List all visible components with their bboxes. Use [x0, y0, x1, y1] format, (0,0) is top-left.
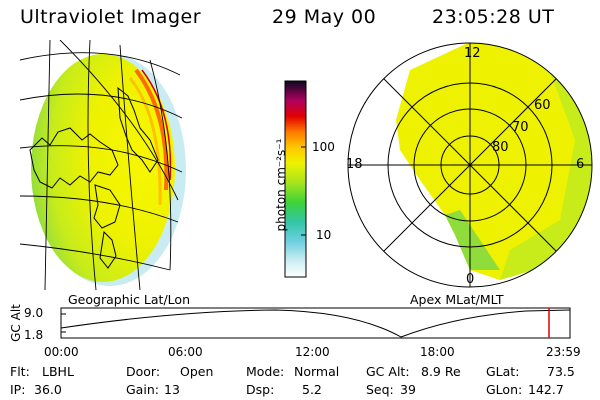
geo-grid: [20, 40, 183, 290]
earth-disc: [31, 54, 175, 282]
colorbar-tick-100: 100: [312, 140, 335, 154]
coastlines: [29, 86, 159, 269]
right-panel-caption: Apex MLat/MLT: [410, 292, 504, 307]
status-flt-value: LBHL: [42, 364, 74, 379]
polar-grid: [347, 42, 593, 288]
status-seq-value: 39: [400, 382, 416, 397]
status-gcalt-key: GC Alt:: [366, 364, 410, 379]
timeline-x-tick-2359: 23:59: [546, 345, 581, 359]
timeline-x-tick-0000: 00:00: [44, 345, 79, 359]
status-mode-key: Mode:: [246, 364, 285, 379]
status-door-key: Door:: [126, 364, 161, 379]
lat-ring-label-70: 70: [512, 120, 529, 135]
lat-ring-label-80: 80: [492, 140, 509, 155]
status-door-value: Open: [180, 364, 214, 379]
mlt-label-6: 6: [576, 157, 585, 172]
lat-ring-label-60: 60: [534, 98, 551, 113]
status-glon-key: GLon:: [486, 382, 523, 397]
timeline-x-tick-1200: 12:00: [295, 345, 330, 359]
status-glat-key: GLat:: [486, 364, 520, 379]
status-gcalt-value: 8.9 Re: [421, 364, 461, 379]
timeline-x-tick-1800: 18:00: [420, 345, 455, 359]
timeline-y-tick-low: 1.8: [24, 328, 44, 342]
mlt-label-12: 12: [464, 46, 481, 61]
image-time: 23:05:28 UT: [432, 6, 555, 28]
altitude-curve: [60, 309, 571, 338]
image-date: 29 May 00: [272, 6, 377, 28]
status-ip-value: 36.0: [34, 382, 62, 397]
status-seq-key: Seq:: [366, 382, 394, 397]
colorbar: [284, 80, 307, 278]
timeline-x-tick-0600: 06:00: [168, 345, 203, 359]
timeline-y-tick-high: 9.0: [24, 306, 44, 320]
left-panel-caption: Geographic Lat/Lon: [68, 292, 190, 307]
colorbar-unit-label: photon cm⁻²s⁻¹: [274, 138, 288, 232]
status-mode-value: Normal: [294, 364, 340, 379]
colorbar-tick-10: 10: [316, 228, 332, 242]
status-gain-key: Gain:: [126, 382, 159, 397]
status-glat-value: 73.5: [547, 364, 575, 379]
status-dsp-value: 5.2: [302, 382, 322, 397]
mlt-label-18: 18: [346, 157, 363, 172]
status-gain-value: 13: [164, 382, 180, 397]
mlt-label-0: 0: [466, 272, 475, 287]
polar-emission: [396, 43, 592, 280]
status-flt-key: Flt:: [10, 364, 30, 379]
status-dsp-key: Dsp:: [246, 382, 275, 397]
instrument-title: Ultraviolet Imager: [20, 6, 202, 28]
limb-halo: [34, 54, 186, 286]
status-glon-value: 142.7: [528, 382, 564, 397]
timeline-plot: [60, 307, 571, 339]
auroral-arc: [134, 68, 169, 191]
timeline-y-axis-label: GC Alt: [9, 304, 23, 342]
status-ip-key: IP:: [10, 382, 26, 397]
